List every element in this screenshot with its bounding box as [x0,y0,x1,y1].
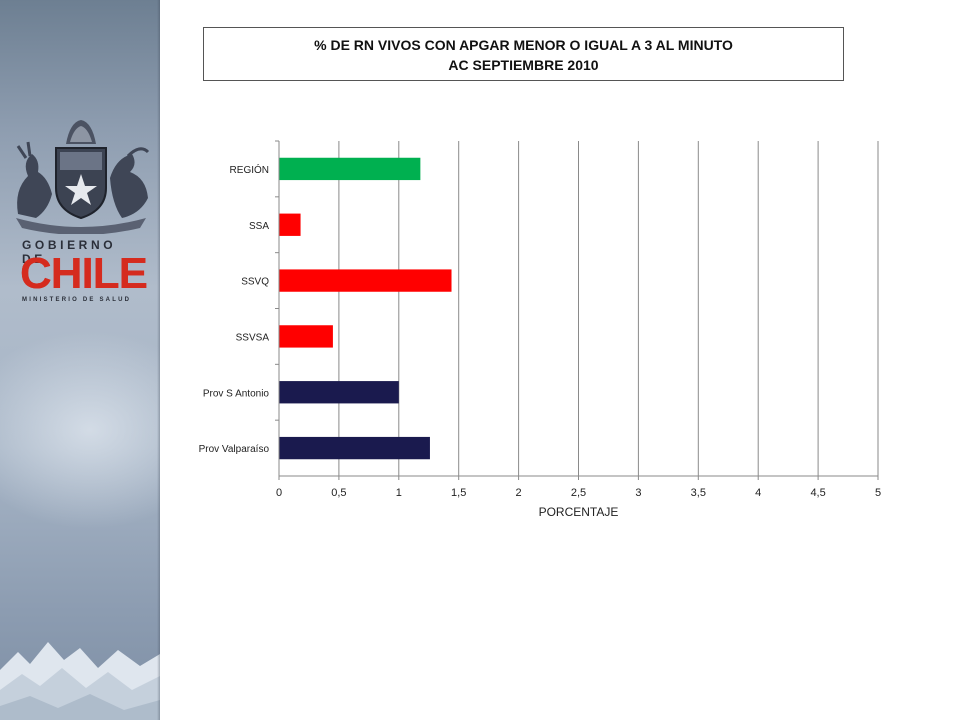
x-tick-label: 2 [516,487,522,499]
chart-title-line1: % DE RN VIVOS CON APGAR MENOR O IGUAL A … [314,37,733,53]
category-labels: REGIÓN SSA SSVQ SSVSA Prov S Antonio Prov Val… [199,163,270,455]
x-tick-label: 1 [396,487,402,499]
grid-lines [275,140,879,480]
bar-chart-svg: REGIÓN SSA SSVQ SSVSA Prov S Antonio Prov Val… [199,140,881,519]
category-label: Prov Valparaíso [199,444,270,455]
gobierno-label: GOBIERNO DE [22,238,117,266]
bar [279,325,333,348]
x-tick-labels: 0 0,5 1 1,5 2 2,5 3 3,5 4 4,5 5 [276,487,881,499]
bar [279,213,301,236]
sidebar-background: GOBIERNO DE CHILE MINISTERIO DE SALUD [0,0,160,720]
category-label: SSA [249,221,269,232]
mountain-silhouette [0,642,160,720]
ministerio-label: MINISTERIO DE SALUD [22,297,132,303]
category-label: SSVSA [236,332,270,343]
sky-mist [0,330,160,530]
x-axis-title: PORCENTAJE [539,505,619,519]
x-tick-label: 2,5 [571,487,586,499]
coat-of-arms-icon [16,120,150,234]
bars [279,157,452,460]
x-tick-label: 0 [276,487,282,499]
bar [279,381,399,404]
x-tick-label: 0,5 [331,487,346,499]
bar-chart: REGIÓN SSA SSVQ SSVSA Prov S Antonio Prov Val… [180,135,900,540]
x-tick-label: 4 [755,487,761,499]
bar [279,269,452,292]
bar [279,436,430,460]
x-tick-label: 3,5 [691,487,706,499]
sidebar-edge-shadow [157,0,160,720]
bar [279,157,421,181]
x-tick-label: 1,5 [451,487,466,499]
category-label: Prov S Antonio [203,388,270,399]
chile-logo-word: CHILE [20,249,148,298]
x-tick-label: 3 [635,487,641,499]
chart-title-line2: AC SEPTIEMBRE 2010 [448,57,599,73]
chart-title-box: % DE RN VIVOS CON APGAR MENOR O IGUAL A … [203,27,844,81]
x-tick-label: 5 [875,487,881,499]
x-tick-label: 4,5 [810,487,825,499]
category-label: SSVQ [241,277,269,288]
category-label: REGIÓN [230,163,269,176]
